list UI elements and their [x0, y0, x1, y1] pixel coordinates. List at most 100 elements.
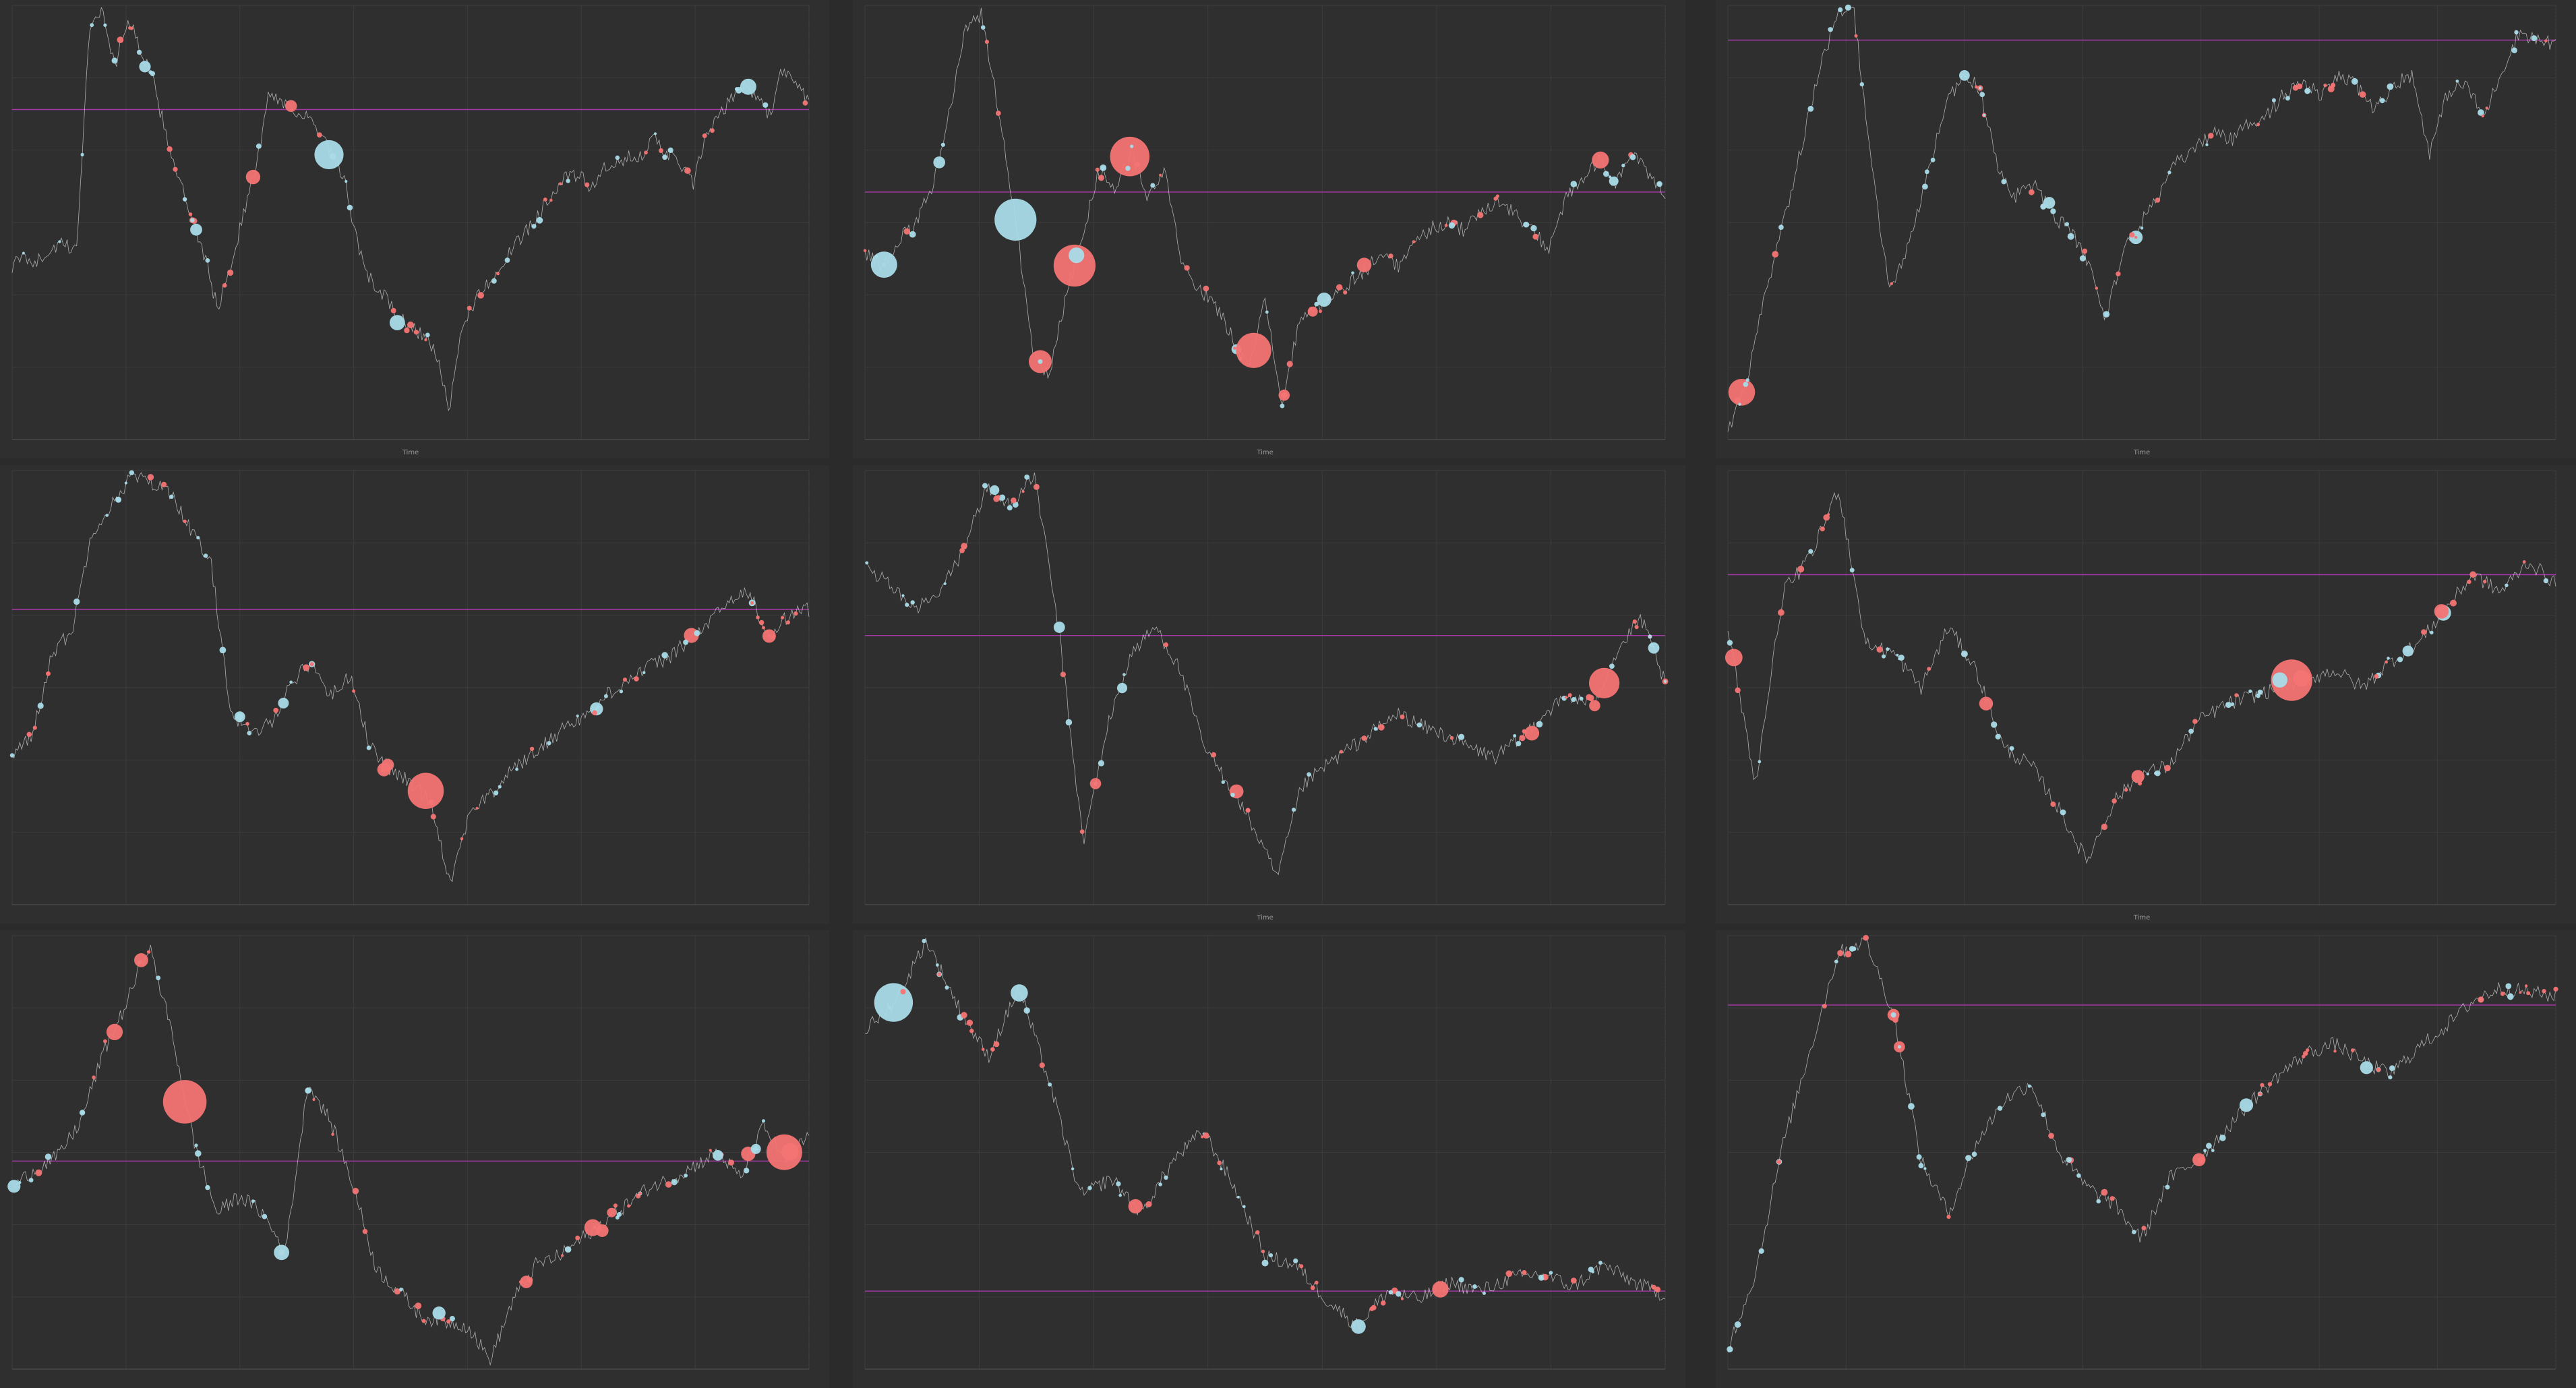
buy-marker-point	[117, 36, 124, 43]
buy-marker-point	[1797, 566, 1805, 573]
buy-marker-point	[2048, 1133, 2054, 1139]
buy-marker-point	[2359, 91, 2366, 98]
sell-marker-point	[1997, 1106, 2003, 1111]
sell-marker-point	[945, 986, 949, 990]
buy-marker-point	[46, 671, 51, 676]
buy-marker-point	[103, 1039, 107, 1044]
buy-marker-point	[1543, 1275, 1547, 1279]
buy-marker-point	[1033, 483, 1040, 490]
buy-marker-point	[575, 1235, 580, 1240]
sell-marker-point	[195, 1150, 202, 1157]
buy-marker-point	[2256, 123, 2260, 127]
buy-marker-point	[188, 212, 193, 216]
sell-marker-point	[247, 731, 252, 735]
buy-marker-point	[1184, 265, 1190, 271]
buy-marker-point	[147, 474, 154, 481]
buy-marker-point	[1039, 1062, 1045, 1068]
buy-marker-point	[1201, 1135, 1204, 1139]
buy-marker-point	[1246, 808, 1251, 813]
sell-marker-point	[1513, 734, 1517, 737]
sell-marker-point	[603, 694, 608, 698]
buy-marker-point	[863, 249, 867, 253]
sell-marker-point	[943, 582, 947, 585]
sell-marker-point	[865, 561, 869, 565]
buy-marker-point	[273, 707, 279, 713]
x-axis-label: Time	[1256, 914, 1273, 922]
sell-marker-point	[905, 603, 909, 607]
sell-marker-point	[1125, 165, 1131, 171]
buy-marker-point	[2385, 660, 2388, 664]
sell-marker-point	[2351, 78, 2358, 85]
sell-marker-point	[1778, 224, 1784, 230]
sell-marker-point	[305, 1087, 311, 1094]
buy-marker-point	[2267, 1082, 2273, 1087]
buy-marker-point	[1778, 609, 1785, 616]
chart-svg: Time	[11, 5, 810, 456]
buy-marker-point	[2303, 1051, 2308, 1056]
buy-marker-point	[128, 26, 131, 30]
sell-marker-point	[2225, 702, 2232, 708]
buy-marker-point	[758, 620, 765, 626]
buy-marker-point	[1255, 1230, 1260, 1235]
buy-marker-point	[496, 272, 500, 276]
sell-marker-point	[1734, 1321, 1741, 1328]
buy-marker-point	[1310, 1286, 1315, 1290]
buy-marker-point	[702, 133, 707, 138]
buy-marker-point	[1876, 646, 1883, 653]
buy-marker-point	[762, 629, 776, 643]
sell-marker-point	[2514, 30, 2519, 35]
buy-marker-point	[1725, 648, 1743, 667]
sell-marker-point	[1898, 655, 1905, 661]
sell-marker-point	[1807, 106, 1814, 112]
buy-marker-point	[421, 1319, 426, 1323]
buy-marker-point	[1449, 735, 1454, 740]
buy-marker-point	[2296, 83, 2303, 90]
sell-marker-point	[713, 1150, 723, 1161]
sell-marker-point	[1242, 1205, 1246, 1209]
buy-marker-point	[2260, 1083, 2265, 1087]
buy-marker-point	[1060, 671, 1066, 677]
buy-marker-point	[1319, 309, 1322, 313]
sell-marker-point	[79, 1110, 86, 1116]
sell-marker-point	[1268, 1253, 1274, 1258]
sell-marker-point	[940, 142, 945, 147]
buy-marker-point	[2124, 787, 2128, 792]
sell-marker-point	[2079, 255, 2086, 262]
buy-marker-point	[2101, 823, 2108, 831]
sell-marker-point	[1808, 549, 1814, 554]
buy-marker-point	[2467, 579, 2472, 584]
sell-marker-point	[1472, 1284, 1477, 1289]
sell-marker-point	[1221, 780, 1225, 784]
buy-marker-point	[1567, 693, 1572, 698]
buy-marker-point	[362, 1229, 368, 1234]
sell-marker-point	[124, 481, 127, 485]
buy-marker-point	[1211, 752, 1217, 758]
sell-marker-point	[389, 315, 405, 330]
buy-marker-point	[2350, 1048, 2355, 1052]
buy-marker-point	[585, 182, 590, 187]
buy-marker-point	[137, 960, 142, 965]
sell-marker-point	[1991, 721, 1998, 728]
sell-marker-point	[219, 646, 227, 654]
sell-marker-point	[1845, 4, 1851, 11]
sell-marker-point	[2239, 1098, 2254, 1112]
sell-marker-point	[1291, 808, 1296, 812]
buy-marker-point	[1592, 151, 1609, 169]
sell-marker-point	[1886, 647, 1890, 651]
buy-marker-point	[35, 1169, 42, 1176]
sell-marker-point	[1164, 1175, 1168, 1180]
buy-marker-point	[1837, 950, 1844, 957]
sell-marker-point	[1053, 622, 1065, 633]
sell-marker-point	[251, 1199, 255, 1203]
buy-marker-point	[312, 1098, 316, 1102]
sell-marker-point	[1609, 663, 1615, 669]
sell-marker-point	[1530, 224, 1537, 232]
buy-marker-point	[561, 1254, 564, 1257]
sell-marker-point	[103, 23, 107, 27]
sell-marker-point	[2043, 197, 2056, 209]
sell-marker-point	[1603, 171, 1609, 177]
buy-marker-point	[309, 662, 314, 667]
buy-marker-point	[937, 972, 942, 977]
sell-marker-point	[1100, 164, 1107, 171]
